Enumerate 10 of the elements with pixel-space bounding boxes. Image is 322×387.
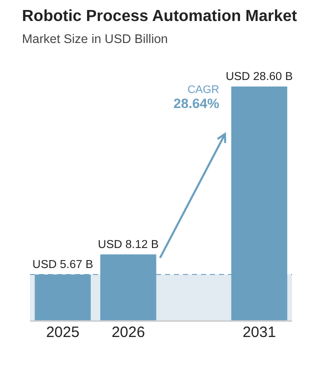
x-tick-label: 2025 <box>46 324 80 342</box>
x-tick-label: 2026 <box>112 324 145 342</box>
data-label: USD 28.60 B <box>226 70 294 83</box>
x-tick-label: 2031 <box>242 324 276 342</box>
chart-subtitle: Market Size in USD Billion <box>22 32 168 46</box>
annotation: 28.64% <box>173 96 220 112</box>
data-label: USD 8.12 B <box>98 238 159 251</box>
chart-title: Robotic Process Automation Market <box>22 8 298 26</box>
data-label: USD 5.67 B <box>32 258 94 271</box>
annotation: CAGR <box>186 84 220 96</box>
